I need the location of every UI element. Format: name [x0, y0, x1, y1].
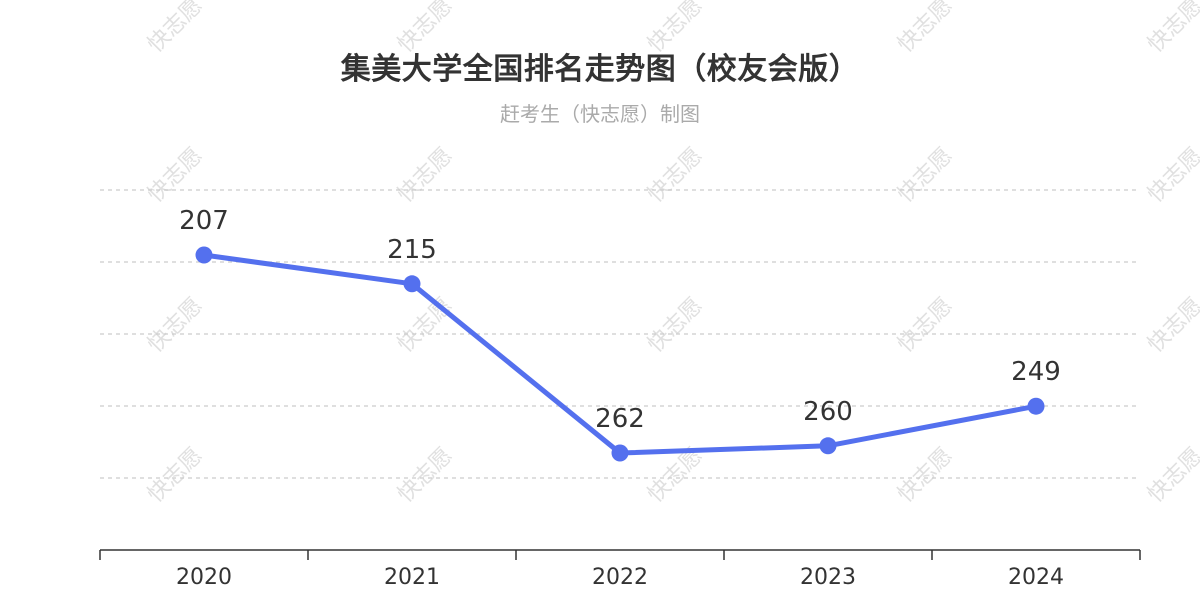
- data-point[interactable]: [611, 444, 629, 462]
- watermark-layer: 快志愿 快志愿 快志愿 快志愿 快志愿快志愿 快志愿 快志愿 快志愿 快志愿快志愿 快志愿 快志愿快…: [143, 0, 1200, 508]
- watermark-text: 快志愿: [643, 293, 707, 357]
- data-labels: 207 215 262 260 249: [179, 206, 1061, 434]
- watermark-text: 快志愿: [143, 293, 207, 357]
- data-point[interactable]: [195, 246, 213, 264]
- x-tick-label: 2024: [1008, 565, 1064, 590]
- data-label: 249: [1011, 357, 1061, 387]
- watermark-text: 快志愿: [893, 143, 957, 207]
- watermark-text: 快志愿: [893, 443, 957, 507]
- data-label: 260: [803, 397, 853, 427]
- series-layer: [195, 246, 1045, 462]
- x-axis: 2020 2021 2022 2023 2024: [99, 549, 1141, 590]
- watermark-text: 快志愿: [643, 143, 707, 207]
- watermark-text: 快志愿: [1143, 443, 1200, 507]
- gridlines: [100, 189, 1140, 479]
- data-label: 215: [387, 235, 437, 265]
- chart-subtitle: 赶考生（快志愿）制图: [500, 102, 700, 126]
- data-label: 207: [179, 206, 229, 236]
- watermark-text: 快志愿: [893, 293, 957, 357]
- watermark-text: 快志愿: [393, 443, 457, 507]
- watermark-text: 快志愿: [393, 293, 457, 357]
- watermark-text: 快志愿: [1143, 143, 1200, 207]
- data-label: 262: [595, 404, 645, 434]
- watermark-text: 快志愿: [893, 0, 957, 58]
- watermark-text: 快志愿: [143, 0, 207, 58]
- data-point[interactable]: [819, 437, 837, 455]
- x-tick-label: 2020: [176, 565, 232, 590]
- x-tick-label: 2023: [800, 565, 856, 590]
- watermark-text: 快志愿: [1143, 0, 1200, 58]
- x-tick-label: 2021: [384, 565, 440, 590]
- watermark-text: 快志愿: [143, 143, 207, 207]
- watermark-text: 快志愿: [393, 0, 457, 58]
- watermark-text: 快志愿: [393, 143, 457, 207]
- watermark-text: 快志愿: [643, 0, 707, 58]
- watermark-text: 快志愿: [1143, 293, 1200, 357]
- x-tick-label: 2022: [592, 565, 648, 590]
- chart-title: 集美大学全国排名走势图（校友会版）: [340, 52, 860, 87]
- data-point[interactable]: [403, 275, 421, 293]
- data-point[interactable]: [1027, 397, 1045, 415]
- watermark-text: 快志愿: [143, 443, 207, 507]
